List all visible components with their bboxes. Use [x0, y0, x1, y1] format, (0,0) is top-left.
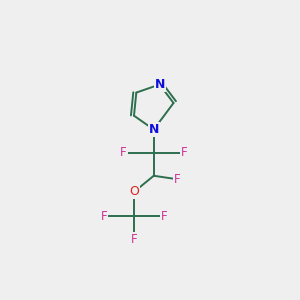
Text: F: F [131, 233, 137, 246]
Text: O: O [129, 185, 139, 198]
Text: F: F [174, 173, 180, 186]
Text: F: F [161, 210, 167, 223]
Text: F: F [120, 146, 127, 159]
Text: F: F [181, 146, 187, 159]
Text: N: N [148, 123, 159, 136]
Text: N: N [154, 78, 165, 91]
Text: F: F [100, 210, 107, 223]
